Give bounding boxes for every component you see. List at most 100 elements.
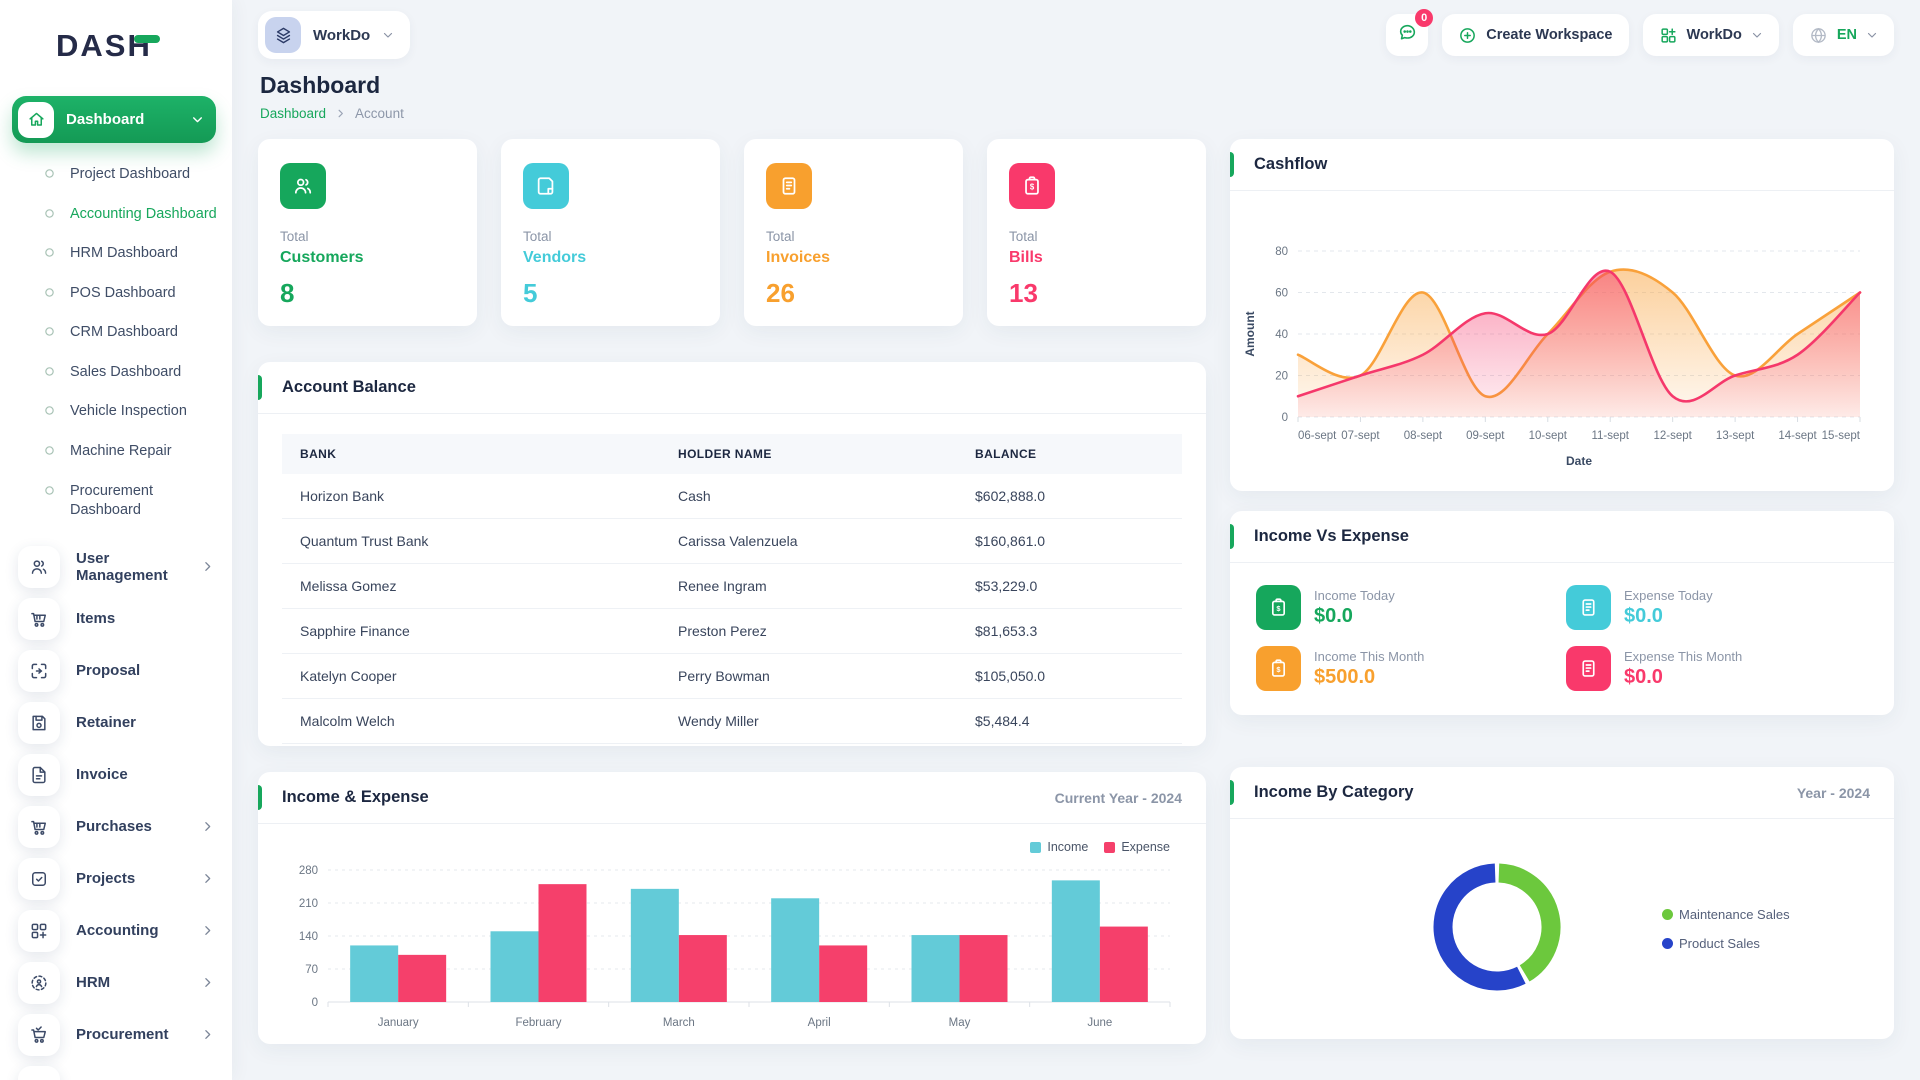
card-title: Income & Expense — [282, 788, 429, 806]
sidebar-subitem-vehicle-inspection[interactable]: Vehicle Inspection — [0, 392, 232, 432]
column-header-holder: HOLDER NAME — [660, 434, 957, 474]
clipboard-dollar-icon: $ — [1009, 163, 1055, 209]
sidebar-item-purchases[interactable]: Purchases — [12, 801, 220, 853]
stat-card-customers[interactable]: Total Customers 8 — [258, 139, 477, 326]
card-header: Cashflow — [1230, 139, 1894, 191]
sidebar-item-items[interactable]: Items — [12, 593, 220, 645]
receipt-icon — [1566, 585, 1611, 630]
circle-icon — [44, 208, 55, 219]
legend-swatch — [1104, 841, 1116, 853]
column-header-balance: BALANCE — [957, 434, 1182, 474]
account-balance-card: Account Balance BANK HOLDER NAME BALANCE — [258, 362, 1206, 746]
svg-text:Date: Date — [1566, 454, 1592, 468]
chevron-down-icon — [1866, 29, 1878, 41]
donut-chart — [1433, 863, 1561, 991]
legend-item-maintenance-sales: Maintenance Sales — [1662, 907, 1790, 922]
income-expense-chart: Income Expense 0 70 140 210 280 January Februa… — [258, 824, 1206, 1057]
svg-text:80: 80 — [1275, 246, 1288, 258]
tile-expense-this-month: Expense This Month $0.0 — [1566, 646, 1868, 691]
left-column: Total Customers 8 Total Vendors 5 Total … — [258, 139, 1206, 1044]
svg-text:April: April — [808, 1017, 831, 1029]
messages-button[interactable]: 0 — [1386, 9, 1434, 56]
breadcrumb-current: Account — [355, 106, 404, 121]
sidebar-item-accounting[interactable]: Accounting — [12, 905, 220, 957]
stat-value: 13 — [1009, 278, 1038, 308]
table-row: Katelyn Cooper Perry Bowman $105,050.0 — [282, 653, 1182, 699]
svg-text:13-sept: 13-sept — [1716, 430, 1755, 442]
svg-text:$: $ — [1030, 182, 1035, 191]
svg-text:70: 70 — [305, 964, 318, 976]
circle-icon — [44, 445, 55, 456]
workspace-name: WorkDo — [313, 26, 371, 44]
sidebar-subitem-hrm-dashboard[interactable]: HRM Dashboard — [0, 234, 232, 274]
check-square-icon — [18, 857, 60, 900]
file-icon — [18, 753, 60, 796]
sidebar-item-proposal[interactable]: Proposal — [12, 645, 220, 697]
save-icon — [18, 701, 60, 744]
chevron-down-icon — [1751, 29, 1763, 41]
sidebar-item-invoice[interactable]: Invoice — [12, 749, 220, 801]
chevron-right-icon — [201, 1028, 214, 1041]
sidebar-item-hrm[interactable]: HRM — [12, 957, 220, 1009]
table-row: Sapphire Finance Preston Perez $81,653.3 — [282, 608, 1182, 654]
chevron-right-icon — [201, 820, 214, 833]
svg-text:Amount: Amount — [1243, 311, 1257, 356]
chevron-right-icon — [201, 560, 214, 573]
legend-item-income: Income — [1030, 840, 1088, 854]
sidebar-subitem-accounting-dashboard[interactable]: Accounting Dashboard — [0, 195, 232, 235]
card-title: Cashflow — [1254, 155, 1328, 173]
sidebar: DASH Dashboard Project Dashboard Account… — [0, 0, 232, 1080]
sidebar-subitem-crm-dashboard[interactable]: CRM Dashboard — [0, 313, 232, 353]
sidebar-item-user-management[interactable]: User Management — [12, 541, 220, 593]
breadcrumb: Dashboard Account — [260, 106, 1892, 121]
stat-card-invoices[interactable]: Total Invoices 26 — [744, 139, 963, 326]
grid-plus-icon — [18, 909, 60, 952]
sidebar-subitem-procurement-dashboard[interactable]: Procurement Dashboard — [0, 472, 232, 531]
chart-legend: Income Expense — [280, 826, 1184, 856]
cashflow-chart: 0 20 40 60 80 06-sept 07-sept 08-sept 09-sept 10-… — [1230, 191, 1894, 492]
svg-text:210: 210 — [299, 898, 318, 910]
legend-item-expense: Expense — [1104, 840, 1170, 854]
svg-text:0: 0 — [1282, 412, 1288, 424]
workspace-selector[interactable]: WorkDo — [258, 11, 411, 59]
chart-legend: Maintenance Sales Product Sales — [1662, 907, 1790, 951]
globe-icon — [1809, 26, 1828, 45]
svg-text:20: 20 — [1275, 371, 1288, 383]
person-circle-icon — [18, 961, 60, 1004]
table-row: Malcolm Welch Wendy Miller $5,484.4 — [282, 698, 1182, 744]
svg-text:10-sept: 10-sept — [1529, 430, 1568, 442]
stat-cards-row: Total Customers 8 Total Vendors 5 Total … — [258, 139, 1206, 326]
sidebar-item-projects[interactable]: Projects — [12, 853, 220, 905]
language-selector[interactable]: EN — [1792, 14, 1894, 56]
svg-text:06-sept: 06-sept — [1298, 430, 1337, 442]
sidebar-subitem-project-dashboard[interactable]: Project Dashboard — [0, 155, 232, 195]
sidebar-item-procurement[interactable]: Procurement — [12, 1009, 220, 1061]
messages-badge: 0 — [1415, 9, 1434, 27]
breadcrumb-link[interactable]: Dashboard — [260, 106, 327, 121]
create-workspace-button[interactable]: Create Workspace — [1442, 14, 1629, 56]
sidebar-subitem-pos-dashboard[interactable]: POS Dashboard — [0, 274, 232, 314]
sidebar-item-dashboard[interactable]: Dashboard — [12, 96, 216, 143]
svg-text:0: 0 — [312, 997, 318, 1009]
cart-icon — [18, 597, 60, 640]
users-icon — [280, 163, 326, 209]
stat-card-vendors[interactable]: Total Vendors 5 — [501, 139, 720, 326]
area-chart: 0 20 40 60 80 06-sept 07-sept 08-sept 09-sept 10-… — [1243, 246, 1862, 468]
stat-card-bills[interactable]: $ Total Bills 13 — [987, 139, 1206, 326]
tile-income-this-month: $ Income This Month $500.0 — [1256, 646, 1558, 691]
stat-label: Bills — [1009, 249, 1043, 266]
circle-icon — [44, 287, 55, 298]
svg-text:January: January — [378, 1017, 419, 1029]
sidebar-item-label: Dashboard — [66, 111, 145, 128]
workspace-menu-button[interactable]: WorkDo — [1642, 14, 1779, 56]
sidebar-item-pos[interactable]: POS — [12, 1061, 220, 1080]
legend-item-product-sales: Product Sales — [1662, 936, 1790, 951]
tile-value: $500.0 — [1314, 665, 1376, 688]
card-title: Income Vs Expense — [1254, 527, 1409, 545]
sidebar-item-retainer[interactable]: Retainer — [12, 697, 220, 749]
sidebar-subitem-machine-repair[interactable]: Machine Repair — [0, 432, 232, 472]
sidebar-subitem-sales-dashboard[interactable]: Sales Dashboard — [0, 353, 232, 393]
income-by-category-card: Income By Category Year - 2024 Maintenan… — [1230, 767, 1894, 1039]
clipboard-dollar-icon: $ — [1256, 585, 1301, 630]
